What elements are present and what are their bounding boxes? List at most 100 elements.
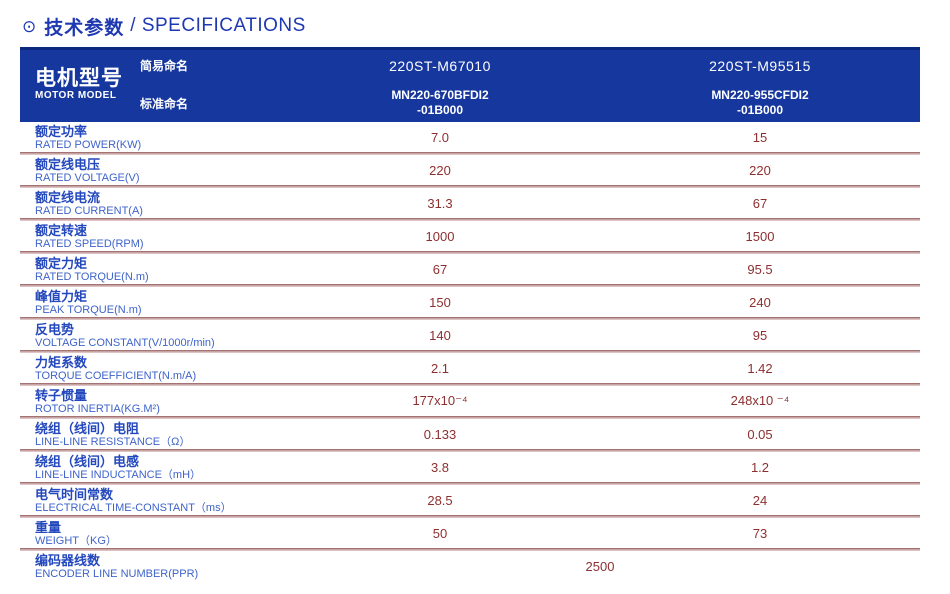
- row-separator: [20, 482, 920, 485]
- table-row: 反电势 VOLTAGE CONSTANT(V/1000r/min) 140 95: [20, 320, 920, 350]
- model-2-standard-name: MN220-955CFDI2 -01B000: [600, 85, 920, 123]
- value-both-models: 2500: [585, 558, 615, 574]
- model-2-standard-name-line1: MN220-955CFDI2: [711, 88, 809, 103]
- table-row: 峰值力矩 PEAK TORQUE(N.m) 150 240: [20, 287, 920, 317]
- model-2-simple-name: 220ST-M95515: [709, 57, 811, 74]
- table-row: 重量 WEIGHT（KG） 50 73: [20, 518, 920, 548]
- parameter-name-zh: 转子惯量: [35, 387, 88, 403]
- table-row: 力矩系数 TORQUE COEFFICIENT(N.m/A) 2.1 1.42: [20, 353, 920, 383]
- parameter-name: 额定转速 RATED SPEED(RPM): [20, 221, 280, 251]
- table-row: 额定线电流 RATED CURRENT(A) 31.3 67: [20, 188, 920, 218]
- value-model-1: 177x10⁻⁴: [412, 393, 468, 408]
- value-model-2: 95: [752, 327, 768, 343]
- table-row: 电气时间常数 ELECTRICAL TIME-CONSTANT（ms） 28.5…: [20, 485, 920, 515]
- parameter-name-en: LINE-LINE RESISTANCE（Ω）: [35, 435, 191, 448]
- parameter-name-en: ELECTRICAL TIME-CONSTANT（ms）: [35, 501, 232, 514]
- parameter-name: 转子惯量 ROTOR INERTIA(KG.M²): [20, 386, 280, 416]
- page-title-en: / SPECIFICATIONS: [130, 15, 306, 36]
- parameter-name-zh: 重量: [35, 519, 62, 535]
- value-model-2: 0.05: [747, 426, 773, 442]
- motor-model-label-zh: 电机型号: [35, 67, 123, 90]
- parameter-name-en: TORQUE COEFFICIENT(N.m/A): [35, 369, 197, 382]
- value-model-2: 248x10 ⁻⁴: [730, 393, 790, 408]
- standard-name-label: 标准命名: [140, 96, 189, 111]
- column-header-model-1: 220ST-M67010 MN220-670BFDI2 -01B000: [280, 47, 600, 122]
- section-bullet-icon: ⊙: [22, 16, 37, 36]
- row-separator: [20, 152, 920, 155]
- specifications-table: 电机型号 MOTOR MODEL 简易命名 标准命名 220ST-M67010 …: [20, 47, 920, 581]
- value-model-1: 28.5: [427, 492, 453, 508]
- row-separator: [20, 251, 920, 254]
- parameter-name-en: RATED CURRENT(A): [35, 204, 143, 217]
- row-separator: [20, 284, 920, 287]
- parameter-name: 绕组（线间）电阻 LINE-LINE RESISTANCE（Ω）: [20, 419, 280, 449]
- value-model-1: 220: [429, 162, 451, 178]
- table-header: 电机型号 MOTOR MODEL 简易命名 标准命名 220ST-M67010 …: [20, 47, 920, 122]
- value-model-2: 1500: [745, 228, 775, 244]
- parameter-name-zh: 电气时间常数: [35, 486, 114, 502]
- parameter-name-zh: 额定力矩: [35, 255, 88, 271]
- value-model-2: 15: [752, 129, 768, 145]
- parameter-name: 反电势 VOLTAGE CONSTANT(V/1000r/min): [20, 320, 280, 350]
- value-model-1: 0.133: [423, 426, 457, 442]
- table-row: 转子惯量 ROTOR INERTIA(KG.M²) 177x10⁻⁴ 248x1…: [20, 386, 920, 416]
- parameter-name-zh: 额定线电压: [35, 156, 101, 172]
- parameter-name-zh: 编码器线数: [35, 552, 101, 568]
- table-row: 额定转速 RATED SPEED(RPM) 1000 1500: [20, 221, 920, 251]
- motor-model-label: 电机型号 MOTOR MODEL: [20, 47, 140, 122]
- simple-name-label: 简易命名: [140, 59, 189, 74]
- model-1-standard-name: MN220-670BFDI2 -01B000: [280, 85, 600, 123]
- row-separator: [20, 317, 920, 320]
- parameter-name-zh: 额定转速: [35, 222, 88, 238]
- parameter-name: 力矩系数 TORQUE COEFFICIENT(N.m/A): [20, 353, 280, 383]
- parameter-name: 峰值力矩 PEAK TORQUE(N.m): [20, 287, 280, 317]
- parameter-name-zh: 绕组（线间）电阻: [35, 420, 140, 436]
- parameter-name: 额定力矩 RATED TORQUE(N.m): [20, 254, 280, 284]
- value-model-2: 240: [749, 294, 771, 310]
- row-separator: [20, 515, 920, 518]
- parameter-name-en: WEIGHT（KG）: [35, 534, 117, 547]
- parameter-name-en: ROTOR INERTIA(KG.M²): [35, 402, 160, 415]
- value-model-1: 7.0: [430, 129, 450, 145]
- parameter-name-en: ENCODER LINE NUMBER(PPR): [35, 567, 199, 580]
- model-1-standard-name-line1: MN220-670BFDI2: [391, 88, 489, 103]
- value-model-1: 67: [432, 261, 448, 277]
- table-row: 编码器线数 ENCODER LINE NUMBER(PPR) 2500: [20, 551, 920, 581]
- parameter-name-en: RATED POWER(KW): [35, 138, 142, 151]
- naming-labels: 简易命名 标准命名: [140, 47, 280, 122]
- parameter-name: 额定线电流 RATED CURRENT(A): [20, 188, 280, 218]
- value-model-2: 1.2: [750, 459, 770, 475]
- parameter-name-zh: 峰值力矩: [35, 288, 88, 304]
- parameter-name: 额定功率 RATED POWER(KW): [20, 122, 280, 152]
- parameter-name: 电气时间常数 ELECTRICAL TIME-CONSTANT（ms）: [20, 485, 280, 515]
- row-separator: [20, 218, 920, 221]
- parameter-name-zh: 反电势: [35, 321, 75, 337]
- value-model-1: 31.3: [427, 195, 453, 211]
- parameter-name-en: VOLTAGE CONSTANT(V/1000r/min): [35, 336, 215, 349]
- value-model-2: 24: [752, 492, 768, 508]
- table-row: 绕组（线间）电感 LINE-LINE INDUCTANCE（mH） 3.8 1.…: [20, 452, 920, 482]
- table-row: 额定力矩 RATED TORQUE(N.m) 67 95.5: [20, 254, 920, 284]
- row-separator: [20, 185, 920, 188]
- value-model-2: 1.42: [747, 360, 773, 376]
- row-separator: [20, 449, 920, 452]
- parameter-name: 编码器线数 ENCODER LINE NUMBER(PPR): [20, 551, 280, 581]
- model-1-simple-name: 220ST-M67010: [389, 57, 491, 74]
- row-separator: [20, 548, 920, 551]
- parameter-name-en: RATED SPEED(RPM): [35, 237, 144, 250]
- row-separator: [20, 416, 920, 419]
- parameter-name: 重量 WEIGHT（KG）: [20, 518, 280, 548]
- value-model-1: 140: [429, 327, 451, 343]
- row-separator: [20, 350, 920, 353]
- value-model-2: 73: [752, 525, 768, 541]
- column-header-model-2: 220ST-M95515 MN220-955CFDI2 -01B000: [600, 47, 920, 122]
- parameter-name: 额定线电压 RATED VOLTAGE(V): [20, 155, 280, 185]
- header-left-section: 电机型号 MOTOR MODEL 简易命名 标准命名: [20, 47, 280, 122]
- value-model-1: 1000: [425, 228, 455, 244]
- parameter-name-en: RATED TORQUE(N.m): [35, 270, 149, 283]
- value-model-2: 95.5: [747, 261, 773, 277]
- parameter-name-zh: 绕组（线间）电感: [35, 453, 140, 469]
- value-model-1: 50: [432, 525, 448, 541]
- value-model-1: 150: [429, 294, 451, 310]
- table-row: 额定功率 RATED POWER(KW) 7.0 15: [20, 122, 920, 152]
